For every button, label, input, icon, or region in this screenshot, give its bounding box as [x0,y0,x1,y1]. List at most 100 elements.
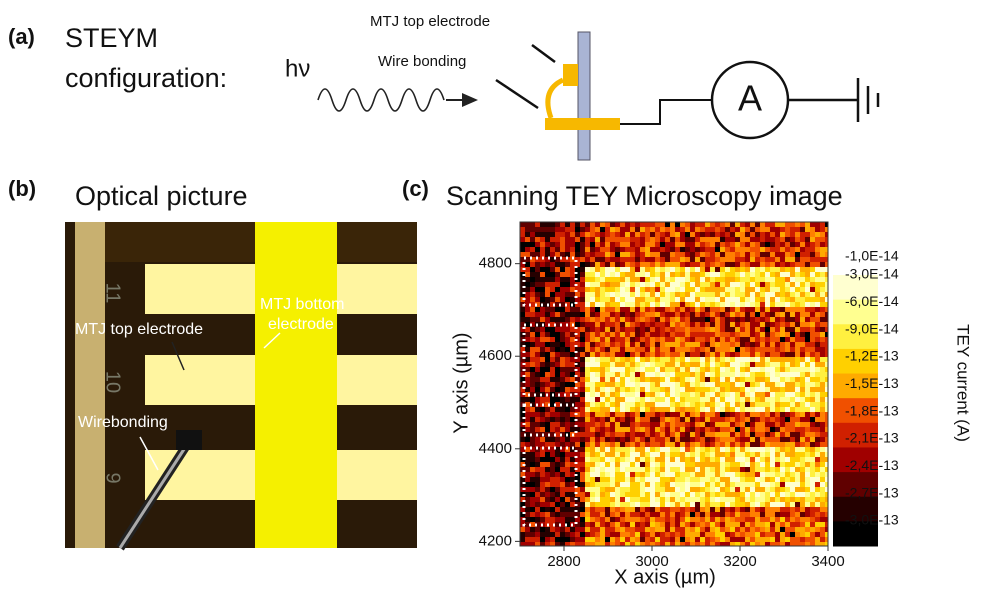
pixel [815,232,820,237]
pixel [680,357,685,362]
pixel [575,322,580,327]
pixel [760,297,765,302]
pixel [820,502,825,507]
pixel [545,427,550,432]
pixel [665,542,670,546]
pixel [645,357,650,362]
pixel [790,377,795,382]
pixel [760,362,765,367]
pixel [520,407,525,412]
pixel [660,397,665,402]
pixel [600,467,605,472]
pixel [825,267,828,272]
pixel [790,312,795,317]
pixel [560,482,565,487]
pixel [785,457,790,462]
pixel [825,477,828,482]
pixel [635,422,640,427]
pixel [665,252,670,257]
pixel [585,402,590,407]
pixel [810,507,815,512]
pixel [735,307,740,312]
pixel [580,487,585,492]
pixel [680,242,685,247]
pixel [730,502,735,507]
pixel [730,507,735,512]
pixel [685,292,690,297]
pixel [750,342,755,347]
pixel [720,512,725,517]
pixel [715,342,720,347]
pixel [785,512,790,517]
pixel [755,367,760,372]
pixel [650,252,655,257]
pixel [680,472,685,477]
pixel [695,317,700,322]
pixel [680,297,685,302]
pixel [530,537,535,542]
pixel [610,447,615,452]
pixel [610,432,615,437]
pixel [650,407,655,412]
pixel [540,242,545,247]
pixel [705,527,710,532]
pixel [710,352,715,357]
pixel [640,257,645,262]
pixel [825,407,828,412]
pixel [660,367,665,372]
pixel [725,517,730,522]
pixel [720,322,725,327]
pixel [785,412,790,417]
pixel [690,452,695,457]
pixel [665,412,670,417]
pixel [755,267,760,272]
pixel [740,382,745,387]
pixel [590,222,595,227]
pixel [775,427,780,432]
pixel [710,252,715,257]
pixel [540,292,545,297]
pixel [605,432,610,437]
pixel [620,477,625,482]
pixel [655,327,660,332]
pixel [800,412,805,417]
pixel [810,242,815,247]
x-tick-label: 3200 [723,553,756,570]
pixel [575,537,580,542]
pixel [520,377,525,382]
pixel [650,532,655,537]
pixel [595,282,600,287]
pixel [580,337,585,342]
pixel [550,327,555,332]
pixel [775,332,780,337]
pixel [625,237,630,242]
pixel [695,542,700,546]
pixel [595,427,600,432]
pixel [750,327,755,332]
pixel [590,342,595,347]
pixel [730,392,735,397]
pixel [610,272,615,277]
pixel [645,277,650,282]
pixel [630,482,635,487]
pixel [815,402,820,407]
pixel [590,372,595,377]
pixel [605,412,610,417]
pixel [585,537,590,542]
pixel [565,497,570,502]
pixel [645,492,650,497]
pixel [585,442,590,447]
pixel [785,387,790,392]
pixel [725,467,730,472]
pixel [700,382,705,387]
pixel [720,397,725,402]
pixel [660,512,665,517]
pixel [655,452,660,457]
pixel [825,372,828,377]
pixel [815,312,820,317]
pixel [665,462,670,467]
pixel [790,512,795,517]
pixel [680,507,685,512]
pixel [545,287,550,292]
pixel [620,462,625,467]
